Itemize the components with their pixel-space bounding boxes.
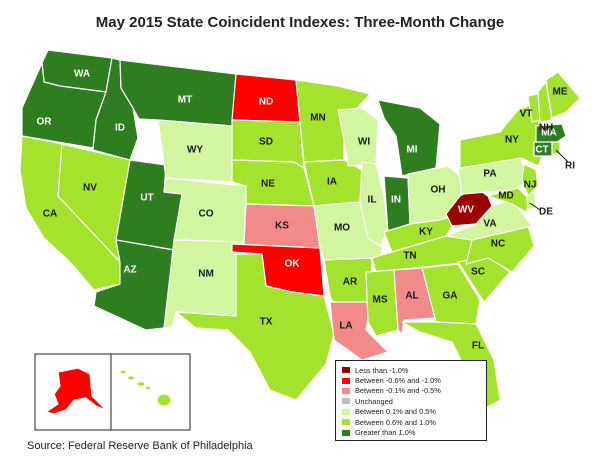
state-label-nc: NC [491, 239, 505, 250]
legend-swatch [342, 377, 350, 384]
state-ga [421, 263, 481, 325]
states-layer [19, 49, 581, 409]
state-label-ma: MA [541, 128, 557, 139]
state-label-il: IL [368, 195, 377, 206]
legend-item-p06_p1: Between 0.6% and 1.0% [342, 417, 486, 427]
state-label-wa: WA [74, 69, 90, 80]
state-label-la: LA [339, 321, 352, 332]
state-label-md: MD [498, 191, 514, 202]
state-ak [45, 367, 107, 415]
state-label-wv: WV [458, 205, 474, 216]
state-label-wi: WI [358, 137, 370, 148]
state-label-de: DE [539, 207, 553, 218]
state-ct [533, 141, 553, 157]
legend-swatch [342, 429, 350, 436]
state-mt [119, 59, 237, 127]
state-label-ky: KY [419, 227, 433, 238]
legend-label: Between 0.1% and 0.5% [355, 407, 436, 417]
state-label-al: AL [405, 291, 418, 302]
state-il [359, 161, 389, 247]
state-label-nv: NV [83, 183, 97, 194]
state-label-ne: NE [261, 179, 275, 190]
legend-item-lt_m1: Less than -1.0% [342, 365, 486, 375]
state-label-ny: NY [505, 135, 519, 146]
state-label-tx: TX [260, 317, 273, 328]
state-labels-layer: WA OR ID MT UT AZ MI IN MA CT CA NV SD NE MN IA TX AR MS TN… [37, 69, 576, 410]
state-me [545, 71, 581, 119]
leader-lines [529, 149, 569, 211]
state-label-nm: NM [198, 269, 214, 280]
state-nj [521, 163, 539, 197]
state-label-ia: IA [327, 177, 337, 188]
legend-label: Between -0.6% and -1.0% [355, 376, 441, 386]
legend-label: Between -0.1% and -0.5% [355, 386, 441, 396]
state-md [487, 187, 531, 213]
state-label-me: ME [553, 87, 568, 98]
map-title: May 2015 State Coincident Indexes: Three… [95, 14, 505, 31]
state-nh [537, 81, 553, 123]
state-label-vt: VT [520, 109, 533, 120]
state-label-ri: RI [565, 161, 575, 172]
legend-item-m01_m05: Between -0.1% and -0.5% [342, 386, 486, 396]
inset-layer [45, 367, 172, 415]
legend-label: Less than -1.0% [355, 365, 409, 375]
legend-label: Unchanged [355, 396, 393, 406]
legend-swatch [342, 419, 350, 426]
state-label-mi: MI [406, 145, 417, 156]
state-label-nd: ND [259, 97, 273, 108]
state-label-or: OR [37, 117, 53, 128]
state-label-nj: NJ [524, 180, 537, 191]
state-label-fl: FL [472, 341, 484, 352]
state-label-ut: UT [140, 193, 153, 204]
state-label-ms: MS [373, 295, 388, 306]
state-label-ct: CT [535, 145, 548, 156]
state-label-in: IN [391, 195, 401, 206]
state-label-ok: OK [285, 259, 301, 270]
legend-label: Between 0.6% and 1.0% [355, 417, 436, 427]
state-label-wy: WY [187, 145, 203, 156]
state-label-oh: OH [431, 185, 446, 196]
legend: Less than -1.0% Between -0.6% and -1.0% Be… [335, 360, 487, 441]
state-label-sd: SD [259, 137, 273, 148]
state-label-co: CO [199, 209, 214, 220]
state-label-ar: AR [343, 277, 358, 288]
state-label-sc: SC [471, 267, 485, 278]
state-label-tn: TN [403, 251, 416, 262]
state-mi [377, 99, 441, 177]
legend-swatch [342, 408, 350, 415]
state-id [92, 57, 139, 161]
legend-item-gt_p1: Greater than 1.0% [342, 427, 486, 437]
legend-item-m06_m1: Between -0.6% and -1.0% [342, 375, 486, 385]
state-label-mt: MT [178, 95, 192, 106]
state-label-pa: PA [483, 169, 496, 180]
state-label-ks: KS [275, 221, 289, 232]
state-wv [445, 187, 493, 227]
state-label-nh: NH [539, 123, 553, 134]
state-hi [119, 369, 172, 407]
state-label-az: AZ [123, 265, 136, 276]
state-label-ca: CA [43, 209, 57, 220]
state-ms [365, 269, 399, 337]
legend-item-unch: Unchanged [342, 396, 486, 406]
legend-swatch [342, 398, 350, 405]
inset-frame [34, 353, 191, 431]
legend-item-p01_p05: Between 0.1% and 0.5% [342, 407, 486, 417]
state-label-ga: GA [443, 291, 458, 302]
state-ma [535, 123, 567, 145]
legend-swatch [342, 367, 350, 374]
state-label-va: VA [483, 219, 496, 230]
state-tx [175, 253, 335, 401]
source-note: Source: Federal Reserve Bank of Philadel… [27, 440, 253, 452]
legend-label: Greater than 1.0% [355, 428, 416, 438]
state-label-id: ID [115, 123, 125, 134]
legend-swatch [342, 387, 350, 394]
state-label-mn: MN [310, 113, 326, 124]
state-label-mo: MO [334, 223, 350, 234]
